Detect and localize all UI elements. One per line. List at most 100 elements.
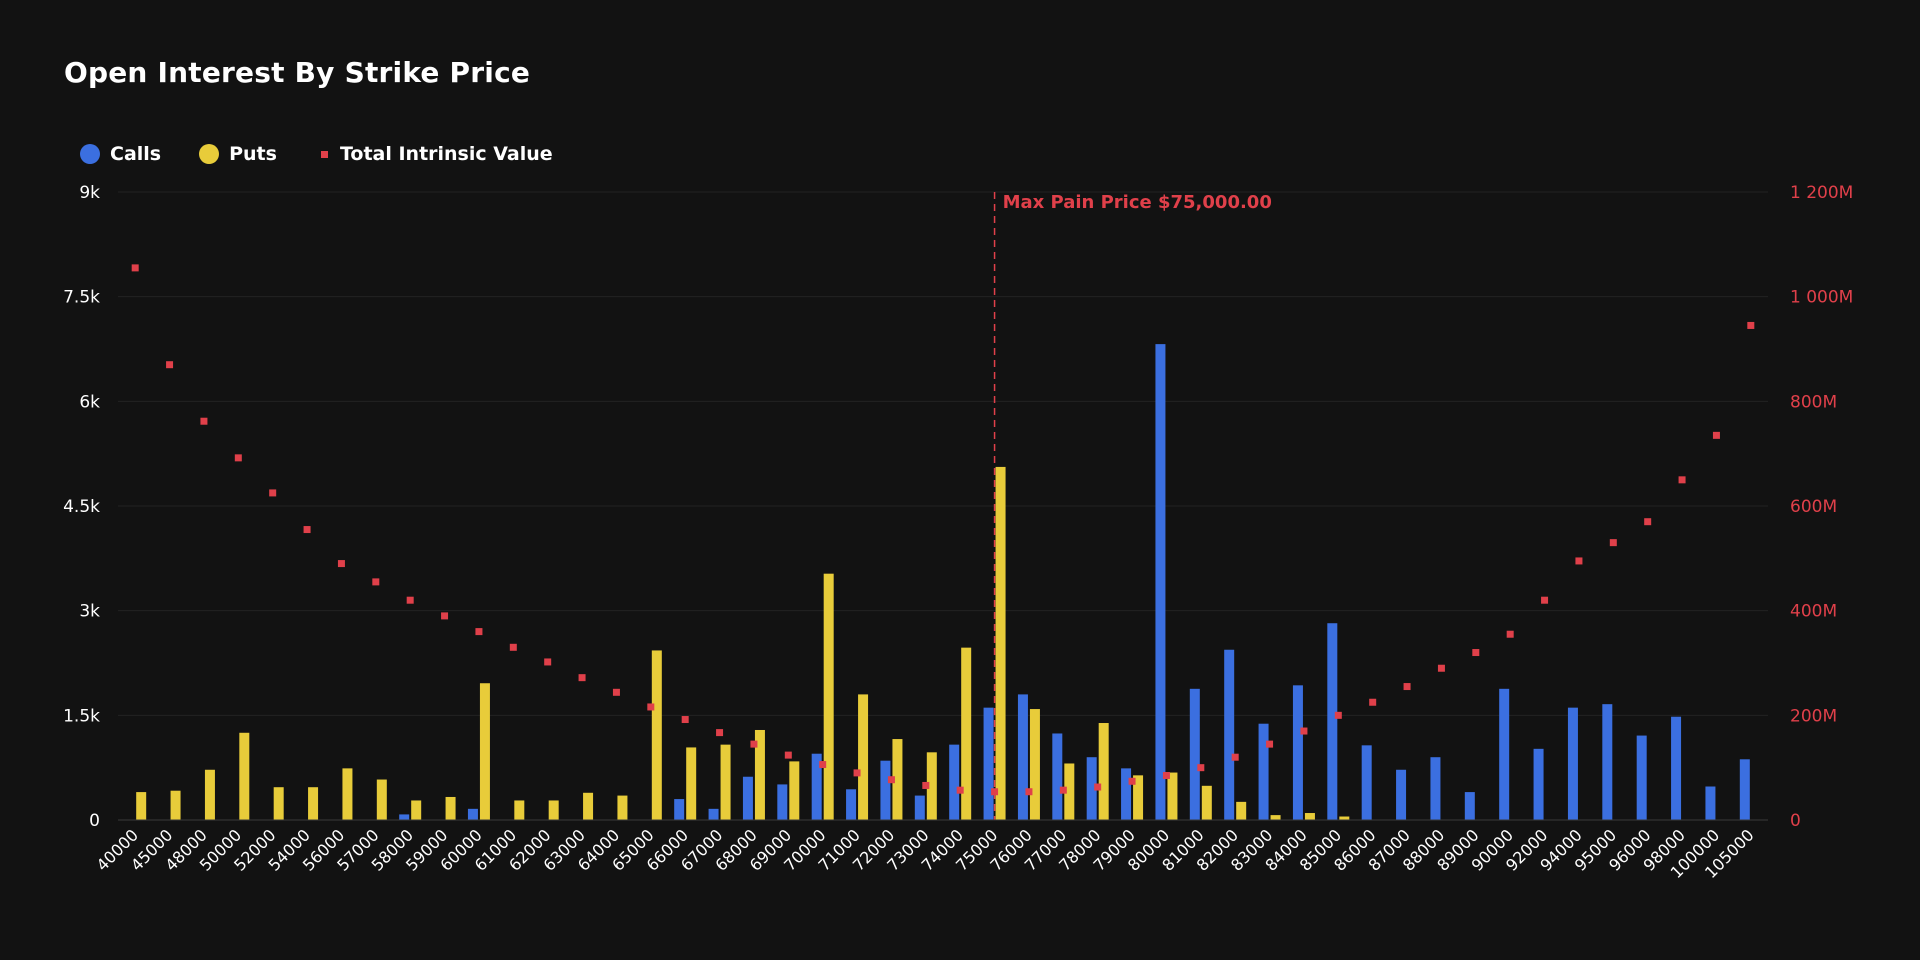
- tiv-point: [509, 643, 517, 651]
- tiv-point: [887, 776, 895, 784]
- right-tick-label: 1 200M: [1790, 183, 1853, 203]
- puts-bar: [1167, 772, 1178, 820]
- tiv-point: [784, 751, 792, 759]
- tiv-point: [441, 612, 449, 620]
- calls-bar: [1430, 757, 1441, 820]
- puts-bar: [376, 779, 387, 820]
- tiv-point: [1609, 539, 1617, 547]
- puts-bar: [239, 732, 250, 820]
- calls-bar: [1086, 757, 1097, 820]
- tiv-point: [647, 703, 655, 711]
- tiv-point: [1266, 740, 1274, 748]
- puts-bar: [686, 747, 697, 820]
- tiv-point: [1712, 431, 1720, 439]
- calls-bar: [1636, 735, 1647, 820]
- tiv-point: [406, 596, 414, 604]
- puts-bar: [1201, 785, 1212, 820]
- calls-bar: [1258, 723, 1269, 820]
- calls-bar: [1121, 768, 1132, 820]
- chart-title: Open Interest By Strike Price: [64, 56, 531, 89]
- left-axis-ticks: 0 1.5k 3k 4.5k 6k 7.5k 9k: [63, 183, 100, 831]
- puts-bar: [445, 796, 456, 820]
- calls-bar: [1464, 792, 1475, 820]
- calls-bar: [1189, 688, 1200, 820]
- calls-bar: [880, 760, 891, 820]
- tiv-points: [131, 264, 1755, 796]
- tiv-point: [1059, 786, 1067, 794]
- tiv-point: [1747, 321, 1755, 329]
- tiv-point: [1162, 772, 1170, 780]
- x-axis-ticks: 4000045000480005000052000540005600057000…: [93, 825, 1758, 882]
- tiv-point: [1678, 476, 1686, 484]
- tiv-point: [922, 781, 930, 789]
- left-tick-label: 9k: [79, 183, 100, 203]
- right-tick-label: 400M: [1790, 602, 1837, 622]
- right-tick-label: 1 000M: [1790, 288, 1853, 308]
- calls-bar: [1499, 688, 1510, 820]
- calls-bar: [811, 753, 822, 820]
- right-tick-label: 0: [1790, 811, 1801, 831]
- tiv-point: [612, 688, 620, 696]
- right-axis-ticks: 0 200M 400M 600M 800M 1 000M 1 200M: [1790, 183, 1853, 831]
- puts-bar: [720, 744, 731, 820]
- tiv-point: [544, 658, 552, 666]
- puts-bar: [583, 792, 594, 820]
- legend-item-tiv[interactable]: Total Intrinsic Value: [315, 143, 553, 165]
- tiv-point: [1300, 727, 1308, 735]
- left-tick-label: 0: [89, 811, 100, 831]
- calls-bar: [467, 808, 478, 820]
- puts-bar: [926, 752, 937, 820]
- puts-bar: [308, 787, 319, 820]
- right-tick-label: 200M: [1790, 706, 1837, 726]
- puts-bar: [617, 795, 628, 820]
- tiv-point: [1506, 630, 1514, 638]
- tiv-point: [956, 786, 964, 794]
- puts-bar: [1133, 775, 1144, 820]
- calls-bar: [1602, 704, 1613, 820]
- tiv-point: [991, 788, 999, 796]
- tiv-point: [681, 716, 689, 724]
- legend-label-calls: Calls: [110, 143, 162, 165]
- tiv-point: [1403, 683, 1411, 691]
- puts-bar: [204, 769, 215, 820]
- puts-bar: [1064, 763, 1075, 820]
- tiv-point: [303, 526, 311, 534]
- tiv-point: [853, 769, 861, 777]
- calls-bar: [1292, 685, 1303, 820]
- tiv-point: [1437, 664, 1445, 672]
- calls-bar: [674, 799, 685, 820]
- puts-bar: [1339, 816, 1350, 820]
- calls-bar: [399, 814, 410, 820]
- legend-item-calls[interactable]: Calls: [80, 143, 161, 165]
- tiv-point: [1128, 777, 1136, 785]
- right-tick-label: 600M: [1790, 497, 1837, 517]
- tiv-point: [200, 417, 208, 425]
- puts-bar: [548, 800, 559, 820]
- calls-bar: [1739, 759, 1750, 820]
- puts-bar: [789, 761, 800, 820]
- legend-label-puts: Puts: [229, 143, 277, 165]
- calls-bar: [708, 808, 719, 820]
- calls-bar: [846, 789, 857, 820]
- puts-bar: [754, 729, 765, 820]
- legend-item-puts[interactable]: Puts: [199, 143, 277, 165]
- calls-bar: [1705, 786, 1716, 820]
- tiv-point: [1231, 753, 1239, 761]
- puts-bar: [136, 792, 147, 820]
- left-tick-label: 6k: [79, 392, 100, 412]
- tiv-point: [1472, 649, 1480, 657]
- chart-legend: Calls Puts Total Intrinsic Value: [80, 143, 591, 165]
- puts-bar: [892, 739, 903, 820]
- left-tick-label: 4.5k: [63, 497, 100, 517]
- tiv-point: [716, 729, 724, 737]
- puts-bar: [514, 800, 525, 820]
- bars: [136, 344, 1750, 820]
- tiv-point: [1575, 557, 1583, 565]
- tiv-point: [269, 489, 277, 497]
- tiv-point: [372, 578, 380, 586]
- puts-bar: [651, 650, 662, 820]
- calls-bar: [983, 707, 994, 820]
- puts-bar: [823, 573, 834, 820]
- puts-bar: [1029, 709, 1040, 820]
- legend-label-tiv: Total Intrinsic Value: [339, 143, 553, 165]
